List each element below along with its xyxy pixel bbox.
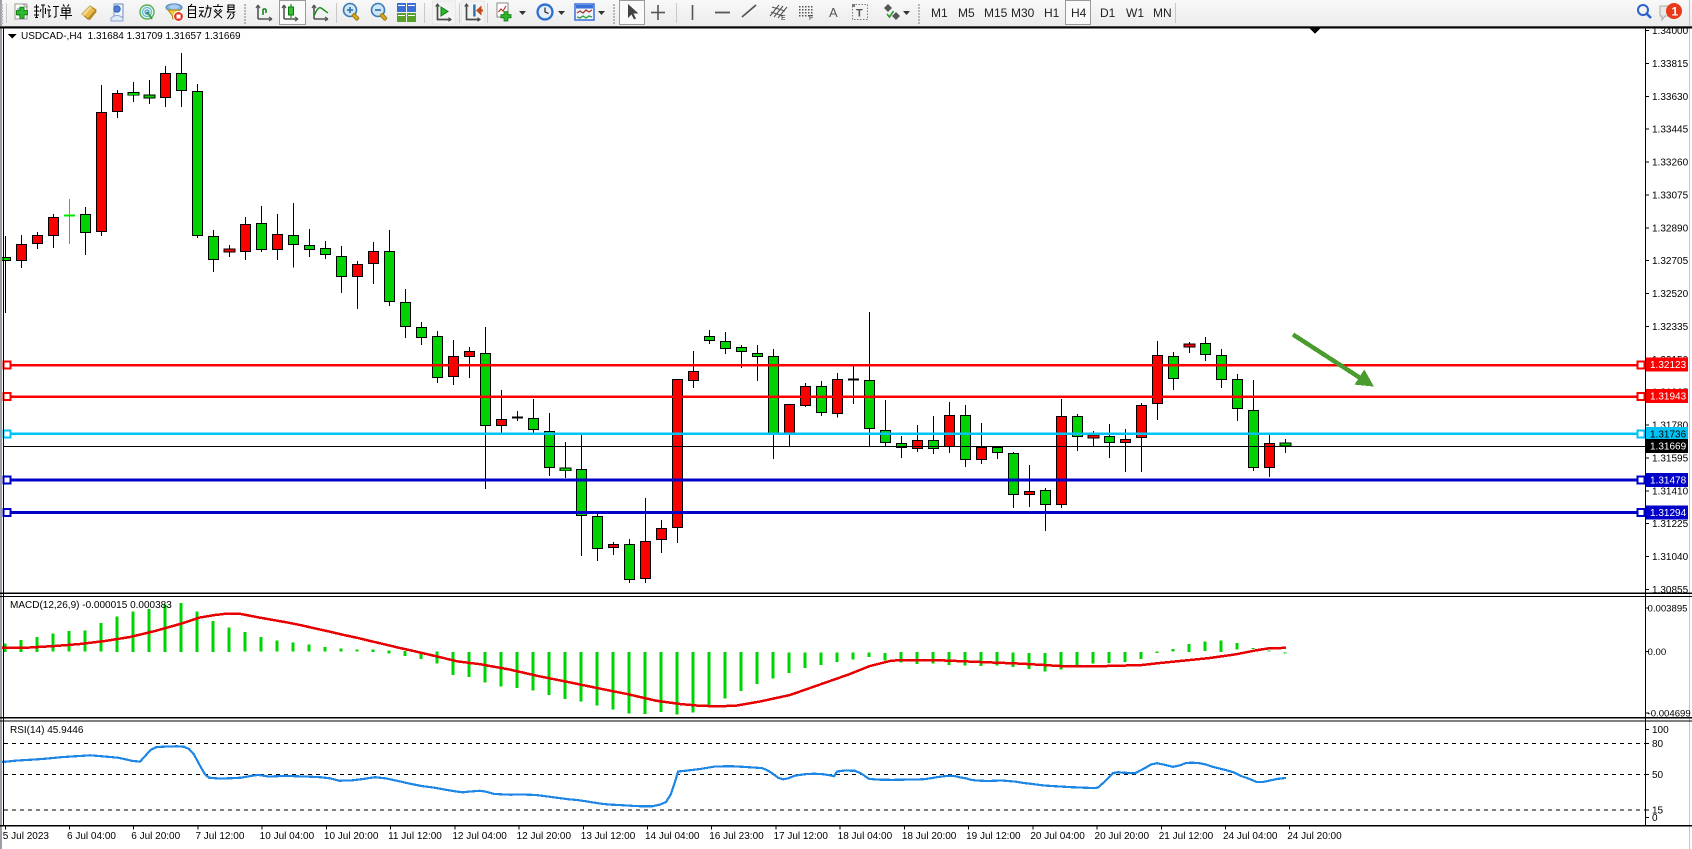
svg-text:1.31943: 1.31943 [1650, 392, 1687, 403]
svg-text:M15: M15 [984, 6, 1008, 20]
svg-text:80: 80 [1652, 739, 1664, 750]
svg-text:1.32705: 1.32705 [1652, 256, 1689, 267]
svg-text:1.30855: 1.30855 [1652, 585, 1689, 596]
svg-text:F: F [809, 15, 813, 22]
svg-text:1.33630: 1.33630 [1652, 92, 1689, 103]
svg-text:18 Jul 04:00: 18 Jul 04:00 [838, 831, 893, 842]
svg-text:15: 15 [1652, 805, 1664, 816]
svg-text:MACD(12,26,9) -0.000015 0.0003: MACD(12,26,9) -0.000015 0.000383 [10, 600, 172, 611]
svg-text:20 Jul 04:00: 20 Jul 04:00 [1030, 831, 1085, 842]
svg-text:17 Jul 12:00: 17 Jul 12:00 [773, 831, 828, 842]
svg-text:D1: D1 [1100, 6, 1116, 20]
svg-text:0.003895: 0.003895 [1648, 604, 1688, 615]
svg-text:W1: W1 [1126, 6, 1144, 20]
svg-text:1.33815: 1.33815 [1652, 59, 1689, 70]
svg-text:E: E [781, 15, 786, 22]
svg-text:7 Jul 12:00: 7 Jul 12:00 [195, 831, 244, 842]
svg-text:M5: M5 [958, 6, 975, 20]
svg-text:1.31595: 1.31595 [1652, 453, 1689, 464]
svg-text:14 Jul 04:00: 14 Jul 04:00 [645, 831, 700, 842]
svg-text:21 Jul 12:00: 21 Jul 12:00 [1159, 831, 1214, 842]
svg-text:1.32520: 1.32520 [1652, 289, 1689, 300]
svg-text:20 Jul 20:00: 20 Jul 20:00 [1095, 831, 1150, 842]
svg-text:10 Jul 20:00: 10 Jul 20:00 [324, 831, 379, 842]
svg-text:1.31478: 1.31478 [1650, 476, 1687, 487]
svg-text:1.31410: 1.31410 [1652, 486, 1689, 497]
svg-text:1.31780: 1.31780 [1652, 421, 1689, 432]
svg-text:1.31040: 1.31040 [1652, 552, 1689, 563]
svg-text:10 Jul 04:00: 10 Jul 04:00 [260, 831, 315, 842]
svg-text:1.33445: 1.33445 [1652, 125, 1689, 136]
svg-text:RSI(14) 45.9446: RSI(14) 45.9446 [10, 725, 84, 736]
svg-text:1.31294: 1.31294 [1650, 508, 1687, 519]
svg-text:0.00: 0.00 [1648, 647, 1667, 658]
svg-text:24 Jul 20:00: 24 Jul 20:00 [1287, 831, 1342, 842]
svg-text:1.33260: 1.33260 [1652, 158, 1689, 169]
svg-text:MN: MN [1153, 6, 1172, 20]
svg-text:6 Jul 20:00: 6 Jul 20:00 [131, 831, 180, 842]
svg-text:1: 1 [1672, 5, 1679, 19]
svg-text:A: A [829, 5, 838, 20]
svg-text:12 Jul 20:00: 12 Jul 20:00 [517, 831, 572, 842]
svg-text:1.31669: 1.31669 [1650, 442, 1687, 453]
svg-text:USDCAD-,H4 1.31684 1.31709 1.: USDCAD-,H4 1.31684 1.31709 1.31657 1.316… [21, 31, 241, 42]
svg-text:6 Jul 04:00: 6 Jul 04:00 [67, 831, 116, 842]
svg-text:12 Jul 04:00: 12 Jul 04:00 [452, 831, 507, 842]
svg-text:1.32890: 1.32890 [1652, 223, 1689, 234]
svg-text:-0.004699: -0.004699 [1648, 708, 1691, 719]
svg-text:16 Jul 23:00: 16 Jul 23:00 [709, 831, 764, 842]
svg-text:13 Jul 12:00: 13 Jul 12:00 [581, 831, 636, 842]
svg-text:5 Jul 2023: 5 Jul 2023 [3, 831, 50, 842]
svg-text:50: 50 [1652, 770, 1664, 781]
svg-text:M1: M1 [931, 6, 948, 20]
svg-text:1.32123: 1.32123 [1650, 360, 1687, 371]
svg-text:11 Jul 12:00: 11 Jul 12:00 [388, 831, 442, 842]
svg-text:1.31736: 1.31736 [1650, 429, 1687, 440]
svg-text:T: T [856, 8, 863, 20]
svg-text:1.33075: 1.33075 [1652, 190, 1689, 201]
svg-text:24 Jul 04:00: 24 Jul 04:00 [1223, 831, 1278, 842]
svg-text:19 Jul 12:00: 19 Jul 12:00 [966, 831, 1021, 842]
svg-text:0: 0 [1652, 813, 1658, 824]
svg-text:1.31225: 1.31225 [1652, 519, 1689, 530]
svg-text:H4: H4 [1071, 6, 1087, 20]
svg-text:H1: H1 [1044, 6, 1060, 20]
svg-text:1.34000: 1.34000 [1652, 26, 1689, 37]
svg-text:18 Jul 20:00: 18 Jul 20:00 [902, 831, 957, 842]
svg-text:1.32335: 1.32335 [1652, 322, 1689, 333]
svg-text:M30: M30 [1011, 6, 1035, 20]
svg-text:100: 100 [1652, 725, 1669, 736]
